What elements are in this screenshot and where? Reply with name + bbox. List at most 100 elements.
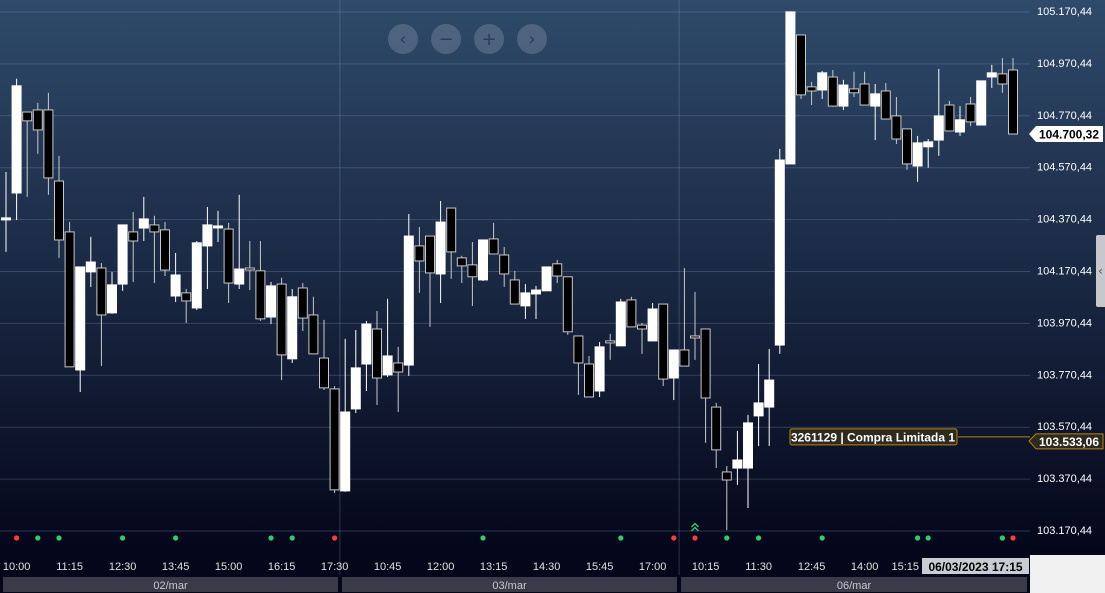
candle[interactable]	[75, 266, 86, 393]
candle[interactable]	[393, 346, 404, 413]
candle[interactable]	[626, 296, 637, 328]
candle[interactable]	[202, 206, 213, 290]
candle[interactable]	[827, 69, 838, 107]
candle[interactable]	[891, 96, 902, 144]
candle[interactable]	[456, 255, 467, 284]
candle[interactable]	[329, 386, 340, 493]
order-label-box[interactable]	[789, 428, 958, 446]
candle[interactable]	[117, 224, 128, 291]
candle[interactable]	[944, 100, 955, 132]
candle[interactable]	[435, 201, 446, 304]
zoom-out-button[interactable]: −	[431, 24, 461, 54]
candle[interactable]	[912, 135, 923, 182]
candle[interactable]	[319, 319, 329, 390]
candle[interactable]	[774, 148, 785, 354]
candle[interactable]	[191, 240, 202, 311]
candle[interactable]	[160, 222, 170, 277]
candle[interactable]	[234, 194, 245, 290]
candle[interactable]	[488, 222, 499, 255]
candle[interactable]	[902, 128, 912, 170]
candle[interactable]	[403, 214, 414, 376]
candle[interactable]	[562, 276, 573, 335]
candle[interactable]	[849, 71, 859, 97]
candle[interactable]	[213, 210, 223, 243]
candle[interactable]	[64, 222, 75, 368]
candle[interactable]	[976, 80, 987, 126]
candle[interactable]	[32, 102, 43, 154]
candle[interactable]	[594, 341, 605, 397]
candle[interactable]	[244, 240, 255, 291]
candle[interactable]	[276, 277, 287, 381]
candle[interactable]	[806, 81, 817, 106]
candle[interactable]	[605, 333, 616, 360]
candle[interactable]	[138, 196, 149, 241]
candle[interactable]	[478, 239, 488, 281]
candle[interactable]	[85, 236, 96, 287]
candle[interactable]	[382, 298, 393, 377]
candle[interactable]	[668, 349, 679, 401]
candle[interactable]	[541, 266, 552, 292]
candle[interactable]	[1008, 58, 1018, 135]
candle[interactable]	[764, 348, 775, 446]
candle[interactable]	[372, 311, 382, 405]
candle[interactable]	[96, 263, 107, 367]
candle[interactable]	[22, 111, 33, 197]
candle[interactable]	[499, 246, 510, 287]
candle[interactable]	[615, 298, 626, 347]
candle[interactable]	[997, 58, 1008, 93]
candle[interactable]	[255, 240, 266, 321]
candle[interactable]	[297, 283, 308, 332]
candle[interactable]	[870, 83, 881, 141]
candle[interactable]	[531, 285, 541, 319]
candle[interactable]	[467, 242, 478, 306]
candle[interactable]	[425, 235, 435, 327]
candle[interactable]	[128, 211, 139, 282]
candle[interactable]	[711, 402, 722, 469]
candle[interactable]	[287, 289, 298, 363]
candle[interactable]	[340, 338, 351, 492]
side-panel-toggle[interactable]: ‹	[1096, 235, 1105, 307]
candle[interactable]	[965, 96, 976, 127]
candle[interactable]	[170, 252, 181, 302]
candle[interactable]	[308, 296, 319, 355]
candle[interactable]	[986, 64, 997, 88]
candle[interactable]	[520, 284, 531, 319]
candle[interactable]	[107, 271, 117, 314]
candle[interactable]	[838, 79, 849, 110]
scroll-right-button[interactable]: ›	[517, 24, 547, 54]
candle[interactable]	[880, 82, 891, 120]
candle[interactable]	[223, 222, 234, 304]
candle[interactable]	[658, 303, 669, 387]
candle[interactable]	[859, 71, 870, 106]
candle[interactable]	[721, 465, 732, 531]
candle[interactable]	[414, 226, 425, 293]
candle[interactable]	[552, 259, 563, 284]
candle[interactable]	[149, 215, 160, 284]
candle[interactable]	[573, 335, 584, 395]
candle[interactable]	[753, 363, 764, 446]
candle[interactable]	[933, 68, 944, 156]
candle[interactable]	[446, 207, 457, 279]
candle[interactable]	[923, 139, 934, 168]
candle[interactable]	[785, 11, 796, 165]
scroll-left-button[interactable]: ‹	[388, 24, 418, 54]
candle[interactable]	[266, 281, 276, 325]
candle[interactable]	[817, 71, 828, 100]
candle[interactable]	[361, 320, 372, 391]
candle[interactable]	[732, 430, 743, 485]
candle[interactable]	[955, 106, 965, 136]
candle[interactable]	[54, 155, 64, 258]
candle[interactable]	[796, 34, 806, 100]
candle[interactable]	[647, 303, 658, 342]
candle[interactable]	[679, 267, 690, 367]
candle[interactable]	[1, 171, 11, 252]
candle[interactable]	[700, 328, 711, 443]
candle[interactable]	[11, 78, 22, 220]
candle[interactable]	[350, 330, 361, 414]
candle[interactable]	[43, 92, 54, 195]
candle[interactable]	[509, 270, 520, 305]
candle[interactable]	[690, 291, 700, 360]
candle[interactable]	[743, 414, 753, 509]
candle[interactable]	[181, 289, 192, 323]
